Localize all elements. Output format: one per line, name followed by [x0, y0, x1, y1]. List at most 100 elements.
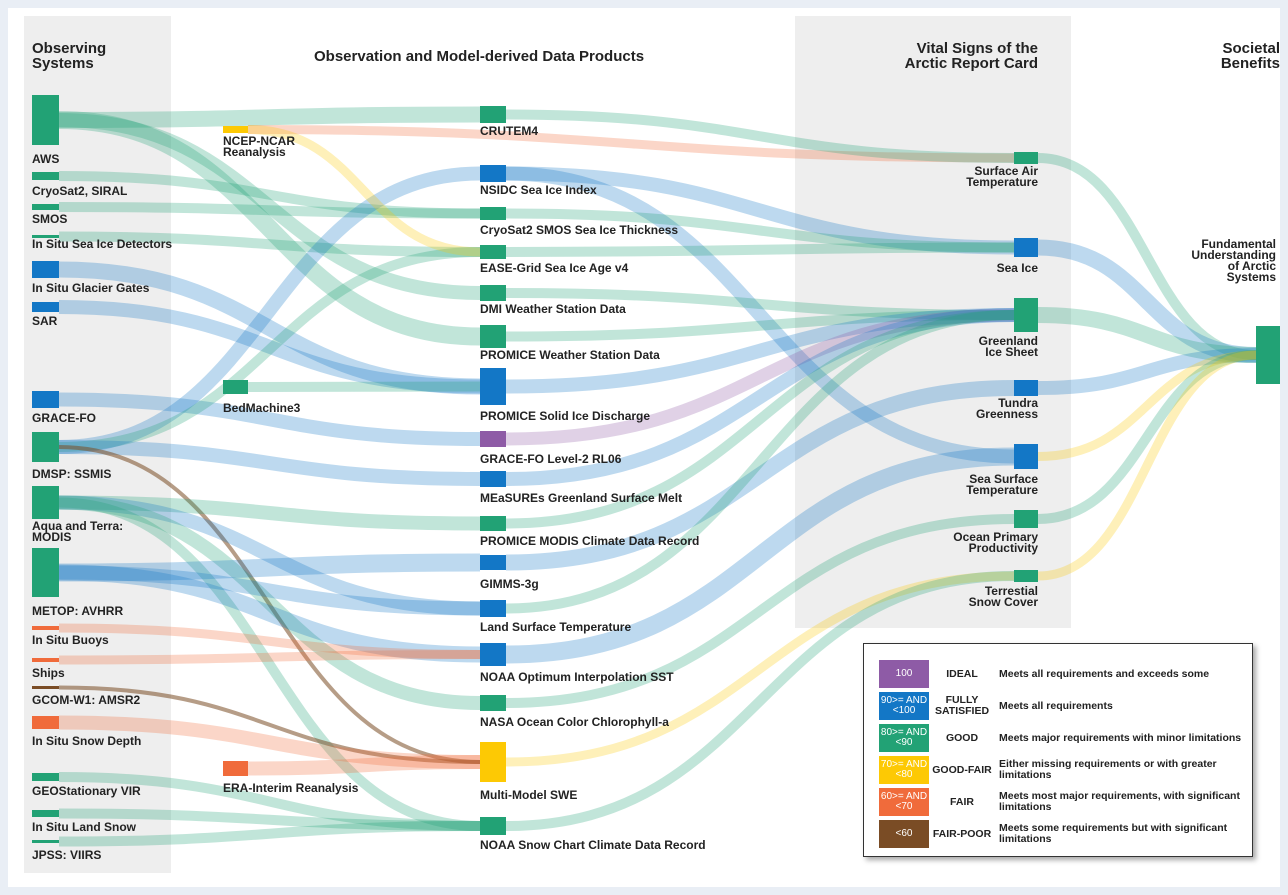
legend-swatch: 60>= AND <70 [879, 788, 929, 816]
link-tundra-to-fund [1037, 348, 1257, 395]
label-promice_sid: PROMICE Solid Ice Discharge [480, 409, 650, 423]
node-nsidc [480, 165, 506, 182]
node-cryosat2 [32, 172, 59, 180]
link-promice_ws-to-greenland [505, 310, 1015, 342]
legend-swatch: <60 [879, 820, 929, 848]
label-noaa_oisst: NOAA Optimum Interpolation SST [480, 670, 674, 684]
node-dmi [480, 285, 506, 301]
legend-swatch: 90>= AND <100 [879, 692, 929, 720]
link-snow_depth-to-swe [58, 715, 481, 769]
legend-name: GOOD-FAIR [932, 763, 992, 776]
link-nsidc-to-sea_ice [505, 166, 1015, 255]
legend-description: Meets all requirements and exceeds some [999, 667, 1210, 680]
link-promice_modis-to-greenland [505, 310, 1015, 529]
label-grace_fo: GRACE-FO [32, 411, 96, 425]
link-swe-to-snow_cover [505, 571, 1015, 767]
label-swe: Multi-Model SWE [480, 788, 577, 802]
node-gimms [480, 555, 506, 570]
link-measures-to-greenland [505, 308, 1015, 486]
link-grace_fo-to-grace_l2 [58, 392, 481, 446]
link-ncep-to-sat [247, 125, 1015, 163]
link-dmsp-to-swe [58, 445, 481, 764]
node-sar [32, 302, 59, 312]
legend-name: FAIR [950, 795, 974, 808]
label-nsidc: NSIDC Sea Ice Index [480, 183, 597, 197]
label-fund: Fundamental Understanding of Arctic Systems [1191, 237, 1276, 284]
label-ships: Ships [32, 666, 65, 680]
link-modis-to-lst [58, 495, 481, 616]
link-greenland-to-fund [1037, 307, 1257, 363]
link-insitu_glacier-to-promice_sid [58, 261, 481, 395]
header-products: Observation and Model-derived Data Produ… [314, 48, 645, 65]
node-sea_ice [1014, 238, 1038, 257]
link-modis-to-promice_modis [58, 495, 481, 531]
link-jpss-to-noaa_snow [58, 821, 481, 847]
node-era [223, 761, 248, 776]
node-geo_vir [32, 773, 59, 781]
link-era-to-swe [247, 755, 481, 776]
label-dmi: DMI Weather Station Data [480, 302, 626, 316]
node-insitu_sea_ice [32, 235, 59, 238]
node-promice_ws [480, 325, 506, 348]
label-crutem4: CRUTEM4 [480, 124, 538, 138]
node-sst [1014, 444, 1038, 469]
node-swe [480, 742, 506, 782]
node-aws [32, 95, 59, 145]
link-bedmachine-to-promice_sid [247, 381, 481, 392]
link-gcom-to-swe [58, 685, 481, 764]
legend-description: Meets major requirements with minor limi… [999, 731, 1242, 744]
label-snow_cover: Terrestial Snow Cover [969, 584, 1039, 609]
node-snow_cover [1014, 570, 1038, 582]
label-metop: METOP: AVHRR [32, 604, 123, 618]
link-gimms-to-tundra [505, 380, 1015, 571]
node-modis [32, 486, 59, 519]
label-cryosat2: CryoSat2, SIRAL [32, 184, 127, 198]
link-metop-to-lst [58, 565, 481, 616]
node-metop [32, 548, 59, 597]
node-insitu_glacier [32, 261, 59, 278]
link-cryosat2-to-cs2smos [58, 171, 481, 219]
legend-description: Either missing requirements or with grea… [999, 758, 1217, 781]
label-gimms: GIMMS-3g [480, 577, 539, 591]
node-snow_depth [32, 716, 59, 729]
link-ease-to-sea_ice [505, 242, 1015, 257]
node-nasa_chl [480, 695, 506, 711]
link-modis-to-noaa_snow [58, 497, 481, 831]
link-smos-to-cs2smos [58, 202, 481, 219]
legend-row-fair_poor: <60 FAIR-POOR Meets some requirements but … [879, 820, 1249, 848]
legend-name: IDEAL [946, 667, 978, 680]
legend-row-fully_satisfied: 90>= AND <100 FULLY SATISFIED Meets all re… [879, 692, 1249, 720]
label-ncep: NCEP-NCAR Reanalysis [223, 134, 295, 159]
label-land_snow: In Situ Land Snow [32, 820, 137, 834]
link-geo_vir-to-noaa_snow [58, 772, 481, 831]
link-ncep-to-ease [247, 125, 481, 257]
label-buoys: In Situ Buoys [32, 633, 109, 647]
label-jpss: JPSS: VIIRS [32, 848, 101, 862]
link-noaa_oisst-to-sst [505, 447, 1015, 664]
node-crutem4 [480, 106, 506, 123]
label-tundra: Tundra Greenness [976, 396, 1038, 421]
label-promice_modis: PROMICE MODIS Climate Data Record [480, 534, 699, 548]
link-dmsp-to-measures [58, 440, 481, 486]
link-aws-to-dmi [58, 113, 481, 300]
label-gcom: GCOM-W1: AMSR2 [32, 693, 141, 707]
link-dmsp-to-ease [58, 247, 481, 452]
node-promice_sid [480, 368, 506, 405]
node-tundra [1014, 380, 1038, 396]
node-cs2smos [480, 207, 506, 220]
link-insitu_sea_ice-to-ease [58, 231, 481, 257]
link-snow_cover-to-fund [1037, 350, 1257, 581]
legend-description: Meets all requirements [999, 699, 1113, 712]
node-fund [1256, 326, 1280, 384]
link-land_snow-to-noaa_snow [58, 808, 481, 831]
legend-swatch: 70>= AND <80 [879, 756, 929, 784]
flow-links [58, 106, 1257, 847]
legend-row-fair: 60>= AND <70 FAIR Meets most major require… [879, 788, 1249, 816]
node-jpss [32, 840, 59, 843]
node-dmsp [32, 432, 59, 462]
link-nasa_chl-to-opp [505, 514, 1015, 708]
node-grace_l2 [480, 431, 506, 447]
link-modis-to-nasa_chl [58, 495, 481, 710]
label-nasa_chl: NASA Ocean Color Chlorophyll-a [480, 715, 669, 729]
label-measures: MEaSUREs Greenland Surface Melt [480, 491, 682, 505]
